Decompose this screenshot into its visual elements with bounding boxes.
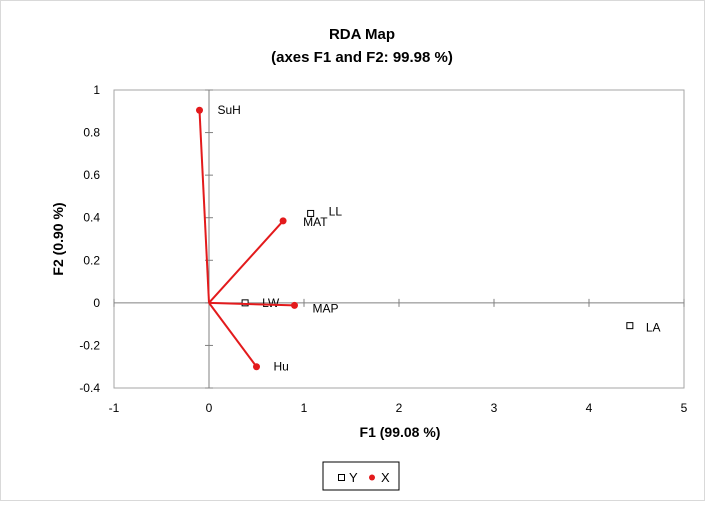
x-tick-label: 0 (206, 401, 213, 415)
point-label-hu: Hu (274, 360, 289, 374)
legend-marker-x (369, 474, 375, 481)
x-tick-label: 4 (586, 401, 593, 415)
legend-marker-y (338, 474, 345, 481)
point-label-ll: LL (329, 204, 343, 218)
point-label-la: LA (646, 321, 661, 335)
point-suh (196, 106, 203, 114)
legend-label-x: X (381, 470, 390, 485)
point-hu (253, 363, 260, 371)
plot-frame (113, 89, 685, 389)
chart-subtitle: (axes F1 and F2: 99.98 %) (271, 49, 453, 66)
point-label-mat: MAT (303, 215, 328, 229)
y-tick-label: -0.2 (79, 338, 100, 352)
point-label-lw: LW (262, 296, 280, 310)
vector-suh (198, 110, 210, 303)
x-axis-title: F1 (99.08 %) (360, 424, 441, 440)
y-tick-label: 0 (93, 296, 100, 310)
x-tick-label: -1 (109, 401, 120, 415)
y-tick-label: 0.8 (83, 126, 100, 140)
point-mat (279, 217, 287, 225)
x-tick-label: 3 (491, 401, 498, 415)
y-tick-label: 0.4 (83, 211, 100, 225)
x-tick-label: 1 (301, 401, 308, 415)
point-ll (307, 209, 315, 217)
x-tick-label: 5 (681, 401, 688, 415)
vector-map (208, 301, 295, 307)
y-tick-label: 0.2 (83, 253, 100, 267)
point-map (291, 301, 298, 309)
chart-title: RDA Map (329, 26, 395, 43)
y-tick-label: -0.4 (79, 381, 100, 395)
legend-label-y: Y (349, 470, 358, 485)
y-tick-label: 1 (93, 83, 100, 97)
point-la (626, 322, 634, 330)
point-label-suh: SuH (218, 103, 241, 117)
point-label-map: MAP (313, 301, 339, 315)
legend: Y X (322, 461, 400, 491)
vector-hu (208, 302, 258, 368)
legend-box (322, 461, 400, 491)
x-tick-label: 2 (396, 401, 403, 415)
y-tick-label: 0.6 (83, 168, 100, 182)
y-axis-title: F2 (0.90 %) (50, 202, 66, 275)
vector-mat (208, 220, 284, 304)
plot-area: -1 0 1 2 3 4 5 -0.4 -0.2 0 0.2 0.4 0.6 0.8 1 LL LW LA SuH M… (79, 83, 687, 415)
